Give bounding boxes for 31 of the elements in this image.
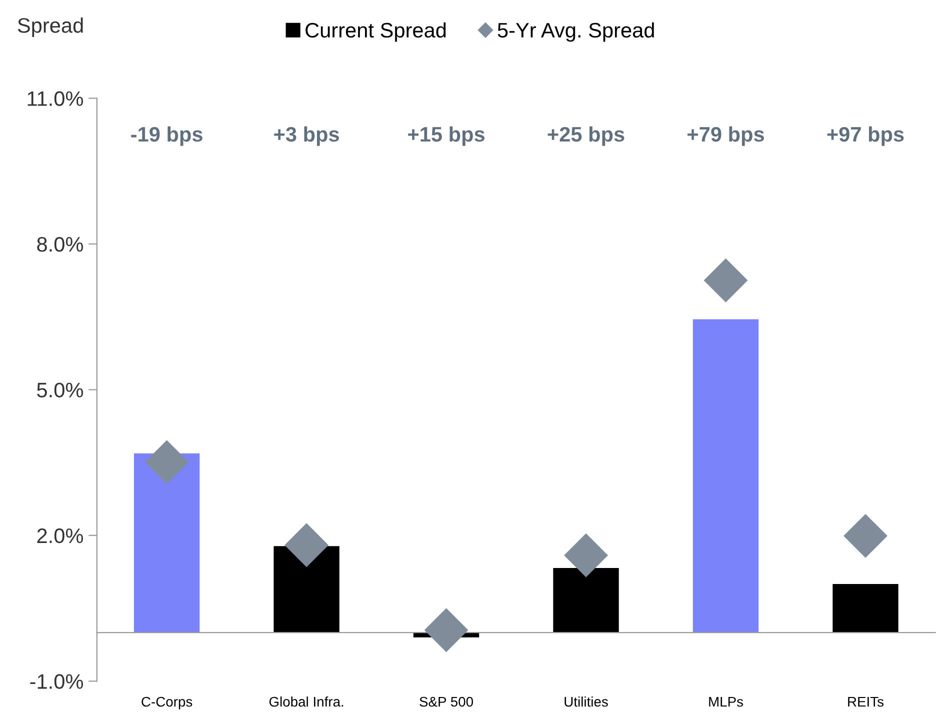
y-tick-label: -1.0% (30, 674, 83, 689)
point (284, 523, 328, 568)
x-tick-label: MLPs (709, 696, 743, 707)
bar (553, 568, 619, 633)
x-tick-label: Utilities (564, 696, 608, 707)
annotation: -19 bps (131, 126, 202, 146)
bar (692, 319, 759, 633)
point (424, 608, 468, 652)
annotation: +97 bps (827, 126, 904, 146)
bar (134, 453, 200, 633)
y-tick-label: 11.0% (28, 91, 83, 106)
point (564, 533, 608, 578)
x-tick-label: Global Infra. (269, 696, 344, 707)
x-tick-label: REITs (848, 696, 884, 707)
x-tick-label: C-Corps (142, 696, 192, 710)
legend-label: Current Spread (306, 22, 446, 42)
x-tick-label: S&P 500 (420, 696, 474, 707)
point (844, 514, 888, 558)
point (704, 258, 748, 302)
y-axis-title: Spread (18, 18, 83, 37)
y-tick-label: 2.0% (37, 528, 83, 544)
bar (274, 546, 340, 633)
annotation: +15 bps (408, 126, 484, 146)
annotation: +3 bps (274, 126, 339, 146)
bar (832, 584, 898, 633)
y-tick-label: 8.0% (37, 236, 83, 252)
annotation: +79 bps (688, 126, 764, 146)
annotation: +25 bps (548, 126, 624, 146)
y-tick-label: 5.0% (37, 382, 83, 398)
legend-label: 5-Yr Avg. Spread (498, 22, 654, 42)
point (144, 440, 189, 484)
